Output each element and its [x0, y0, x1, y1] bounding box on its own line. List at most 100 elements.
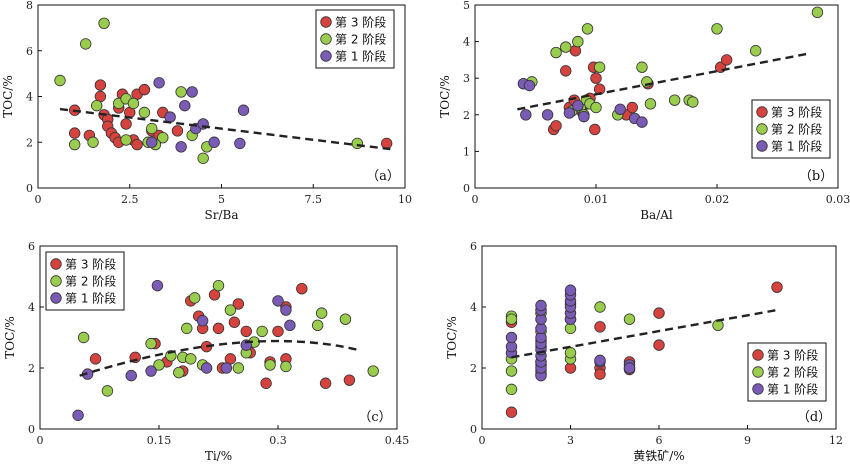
trend-line [59, 107, 391, 151]
y-axis-title: TOC/% [438, 75, 452, 117]
legend-marker [320, 33, 332, 45]
data-point-stage3 [590, 72, 602, 84]
y-tick-label: 3 [463, 72, 470, 85]
trend-line [79, 339, 358, 377]
y-tick-label: 1 [463, 145, 470, 158]
data-point-stage2 [91, 99, 103, 112]
panel-label: （c） [358, 410, 391, 425]
y-tick-label: 4 [463, 36, 470, 49]
data-point-stage3 [550, 120, 562, 132]
y-tick-label: 0 [463, 182, 470, 195]
plot-frame [481, 245, 837, 430]
data-point-stage2 [581, 23, 594, 35]
y-tick-label: 0 [470, 423, 477, 436]
data-point-stage3 [720, 54, 733, 66]
y-tick-label: 5 [463, 0, 470, 12]
data-point-stage1 [523, 79, 536, 92]
data-point-stage2 [505, 383, 518, 396]
trend-line [511, 308, 778, 359]
x-tick-label: 0.15 [147, 434, 172, 447]
data-point-stage3 [228, 316, 241, 328]
data-point-stage2 [636, 61, 648, 73]
y-tick-label: 6 [28, 240, 35, 253]
data-point-stage2 [175, 86, 187, 98]
data-point-stage3 [89, 353, 102, 365]
data-point-stage1 [614, 103, 626, 116]
x-tick-label: 7.5 [305, 193, 323, 206]
plot-frame [474, 4, 839, 189]
data-point-stage2 [98, 17, 110, 30]
data-point-stage3 [232, 298, 245, 310]
x-tick-label: 0 [37, 434, 44, 447]
data-point-stage1 [564, 284, 577, 296]
y-axis-title: TOC/% [3, 316, 17, 358]
legend-marker [50, 292, 62, 304]
x-tick-label: 3 [567, 434, 574, 447]
data-point-stage1 [237, 104, 250, 116]
plot-frame [39, 245, 398, 430]
data-point-stage2 [750, 45, 762, 57]
legend-marker [756, 123, 768, 135]
data-point-stage3 [653, 307, 665, 319]
data-point-stage1 [179, 99, 191, 112]
y-tick-label: 6 [26, 45, 33, 58]
data-point-stage2 [593, 61, 606, 73]
panel-label: （a） [366, 169, 400, 184]
data-point-stage1 [272, 295, 284, 307]
data-point-stage3 [260, 377, 272, 389]
legend-marker [756, 106, 768, 118]
data-point-stage2 [711, 23, 723, 35]
data-point-stage2 [550, 46, 562, 59]
x-axis-title: Sr/Ba [205, 208, 239, 222]
legend-label: 第 1 阶段 [771, 139, 822, 154]
legend-label: 第 1 阶段 [65, 291, 116, 306]
legend-label: 第 1 阶段 [335, 49, 386, 64]
data-point-stage3 [272, 325, 284, 338]
legend-label: 第 3 阶段 [771, 105, 822, 120]
x-tick-label: 0 [35, 193, 42, 206]
data-point-stage1 [125, 369, 137, 382]
legend-label: 第 2 阶段 [771, 122, 822, 137]
data-point-stage2 [594, 301, 606, 313]
x-tick-label: 12 [829, 434, 843, 447]
data-point-stage1 [196, 315, 209, 327]
x-tick-label: 6 [656, 434, 663, 447]
data-point-stage3 [120, 118, 132, 130]
data-point-stage1 [578, 110, 590, 123]
data-point-stage2 [590, 101, 602, 114]
data-point-stage2 [232, 362, 245, 374]
data-point-stage3 [505, 406, 518, 418]
data-point-stage2 [120, 134, 132, 146]
chart-panel: 0 3 6 9 12 0 2 4 6 黄铁矿/% TOC/% 第 3 阶段第 2 阶段第 1 阶段 （d… [445, 240, 843, 463]
x-tick-label: 0.01 [584, 193, 609, 206]
data-point-stage1 [636, 116, 648, 128]
data-point-stage2 [351, 137, 363, 150]
panel-label: （d） [797, 410, 831, 425]
data-point-stage1 [541, 109, 554, 121]
data-point-stage1 [535, 299, 547, 312]
x-tick-label: 2.5 [121, 193, 139, 206]
data-point-stage1 [284, 319, 296, 332]
x-tick-label: 10 [398, 193, 412, 206]
data-point-stage2 [138, 106, 151, 119]
data-point-stage2 [623, 313, 636, 325]
y-tick-label: 6 [470, 240, 477, 253]
legend-marker [756, 140, 768, 152]
chart-panel: 0 0.01 0.02 0.03 0 1 2 3 4 5 Ba/Al TOC/% 第 3 阶段第 2 阶… [438, 0, 850, 222]
y-tick-label: 0 [28, 423, 35, 436]
x-tick-label: 0.03 [826, 193, 850, 206]
data-point-stage1 [153, 77, 165, 89]
y-tick-label: 8 [26, 0, 33, 12]
trend-line [517, 52, 811, 111]
data-point-stage2 [564, 347, 577, 359]
y-tick-label: 2 [26, 136, 33, 149]
data-point-stage2 [572, 35, 584, 48]
legend-label: 第 2 阶段 [767, 365, 818, 380]
legend-marker [320, 50, 332, 62]
data-point-stage2 [54, 74, 66, 87]
data-point-stage3 [138, 83, 151, 96]
data-point-stage1 [200, 362, 213, 374]
chart-panel: 0 0.15 0.3 0.45 0 2 4 6 Ti/% TOC/% 第 3 阶段第 2 阶段第 1… [3, 240, 409, 463]
legend-marker [320, 16, 332, 28]
